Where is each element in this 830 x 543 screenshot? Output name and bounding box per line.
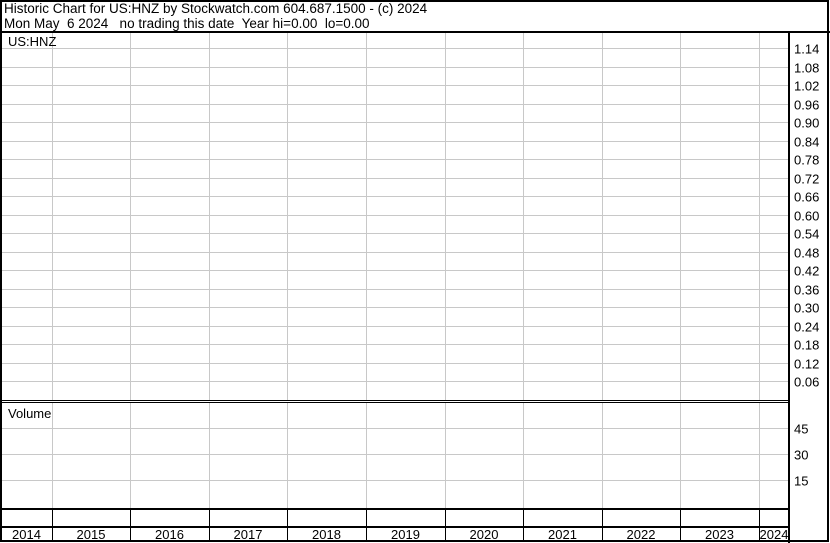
year-label: 2014 — [12, 527, 41, 542]
price-tick-label: 0.72 — [794, 172, 819, 187]
chart-title: Historic Chart for US:HNZ by Stockwatch.… — [4, 1, 428, 16]
chart-subtitle: Mon May 6 2024 no trading this date Year… — [4, 16, 370, 31]
year-label: 2021 — [548, 527, 577, 542]
year-label: 2024 — [760, 527, 789, 542]
price-tick-label: 0.18 — [794, 338, 819, 353]
year-label: 2017 — [234, 527, 263, 542]
volume-tick-label: 45 — [794, 422, 808, 437]
year-label: 2022 — [627, 527, 656, 542]
price-tick-label: 0.48 — [794, 246, 819, 261]
price-tick-label: 0.96 — [794, 98, 819, 113]
price-tick-label: 0.90 — [794, 116, 819, 131]
year-label: 2023 — [705, 527, 734, 542]
year-label: 2016 — [155, 527, 184, 542]
price-tick-label: 0.42 — [794, 264, 819, 279]
price-tick-label: 0.30 — [794, 301, 819, 316]
year-label: 2018 — [312, 527, 341, 542]
price-tick-label: 0.06 — [794, 375, 819, 390]
year-label: 2015 — [77, 527, 106, 542]
year-label: 2019 — [391, 527, 420, 542]
price-tick-label: 0.24 — [794, 320, 819, 335]
price-tick-label: 0.84 — [794, 135, 819, 150]
price-tick-label: 0.78 — [794, 153, 819, 168]
price-tick-label: 1.02 — [794, 79, 819, 94]
year-label: 2020 — [470, 527, 499, 542]
price-tick-label: 0.66 — [794, 190, 819, 205]
price-tick-label: 1.08 — [794, 61, 819, 76]
price-tick-label: 0.54 — [794, 227, 819, 242]
price-tick-label: 0.12 — [794, 357, 819, 372]
price-tick-label: 0.60 — [794, 209, 819, 224]
price-panel-label: US:HNZ — [8, 34, 56, 49]
price-tick-label: 1.14 — [794, 42, 819, 57]
volume-panel-label: Volume — [8, 406, 51, 421]
price-tick-label: 0.36 — [794, 283, 819, 298]
volume-tick-label: 15 — [794, 474, 808, 489]
volume-tick-label: 30 — [794, 448, 808, 463]
